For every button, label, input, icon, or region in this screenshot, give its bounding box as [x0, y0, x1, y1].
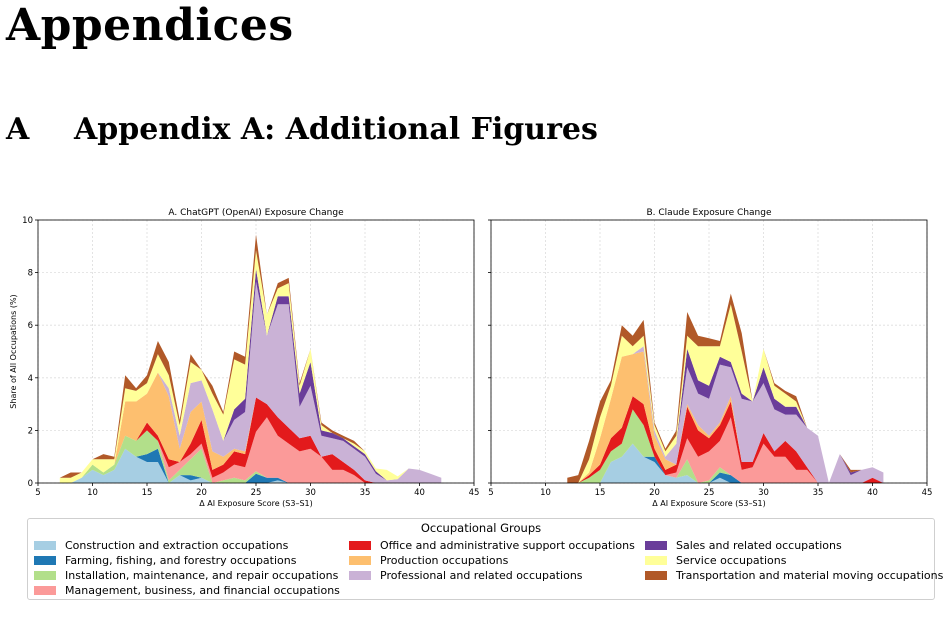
area-construction — [59, 448, 442, 483]
x-axis-label: Δ AI Exposure Score (S3–S1) — [199, 499, 313, 508]
x-tick-label: 20 — [649, 488, 660, 498]
area-installation — [59, 430, 442, 483]
y-tick-label: 10 — [22, 216, 33, 226]
legend-item-office: Office and administrative support occupa… — [349, 539, 635, 552]
area-production — [567, 351, 884, 483]
legend-swatch — [349, 556, 371, 565]
area-office — [59, 397, 442, 483]
section-heading: A Appendix A: Additional Figures — [6, 112, 598, 147]
x-tick-label: 15 — [595, 488, 606, 498]
y-tick-label: 6 — [28, 321, 33, 331]
legend-label: Office and administrative support occupa… — [380, 539, 635, 552]
legend-label: Professional and related occupations — [380, 569, 583, 582]
y-tick-label: 8 — [28, 269, 33, 279]
x-tick-label: 30 — [758, 488, 769, 498]
x-tick-label: 30 — [305, 488, 316, 498]
legend-swatch — [645, 571, 667, 580]
legend-label: Management, business, and financial occu… — [65, 584, 340, 597]
exposure-change-figure: 5 10 15 20 25 30 35 40 45 0 2 4 6 8 10 A. ChatGPT (Open… — [9, 208, 933, 508]
occupational-groups-legend: Occupational Groups Construction and ext… — [27, 518, 943, 600]
x-tick-label: 35 — [360, 488, 371, 498]
x-tick-label: 25 — [251, 488, 262, 498]
x-tick-label: 10 — [540, 488, 551, 498]
area-service — [567, 304, 884, 483]
y-axis-label: Share of All Occupations (%) — [9, 294, 18, 408]
x-tick-label: 5 — [488, 488, 493, 498]
legend-item-professional: Professional and related occupations — [349, 569, 583, 582]
x-tick-label: 45 — [469, 488, 480, 498]
area-management — [567, 409, 884, 483]
legend-label: Farming, fishing, and forestry occupatio… — [65, 554, 297, 567]
legend-label: Transportation and material moving occup… — [676, 569, 943, 582]
legend-swatch — [34, 541, 56, 550]
legend-swatch — [34, 571, 56, 580]
section-number: A — [6, 112, 30, 147]
legend-item-service: Service occupations — [645, 554, 786, 567]
area-farming — [59, 448, 442, 483]
area-installation — [567, 409, 884, 483]
legend-swatch — [34, 586, 56, 595]
legend-swatch — [645, 556, 667, 565]
legend-swatch — [349, 571, 371, 580]
area-service — [59, 250, 442, 483]
x-tick-label: 35 — [813, 488, 824, 498]
legend-item-installation: Installation, maintenance, and repair oc… — [34, 569, 338, 582]
legend-item-production: Production occupations — [349, 554, 508, 567]
legend-item-farming: Farming, fishing, and forestry occupatio… — [34, 554, 296, 567]
legend-swatch — [645, 541, 667, 550]
legend-label: Production occupations — [380, 554, 509, 567]
x-tick-label: 45 — [922, 488, 933, 498]
y-tick-label: 4 — [28, 374, 33, 384]
x-tick-label: 25 — [704, 488, 715, 498]
x-axis-label: Δ AI Exposure Score (S3–S1) — [652, 499, 766, 508]
x-tick-label: 20 — [196, 488, 207, 498]
x-tick-label: 40 — [867, 488, 878, 498]
chart-title: B. Claude Exposure Change — [647, 208, 772, 218]
area-office — [567, 396, 884, 483]
legend-title: Occupational Groups — [420, 521, 542, 535]
area-management — [59, 417, 442, 483]
legend-swatch — [349, 541, 371, 550]
area-professional — [59, 281, 442, 483]
x-tick-label: 10 — [87, 488, 98, 498]
x-tick-label: 40 — [414, 488, 425, 498]
chart-title: A. ChatGPT (OpenAI) Exposure Change — [168, 208, 344, 218]
area-production — [59, 372, 442, 483]
legend-swatch — [34, 556, 56, 565]
appendices-heading: Appendices — [6, 0, 294, 51]
area-professional — [567, 346, 884, 483]
area-construction — [567, 443, 884, 483]
legend-label: Sales and related occupations — [676, 539, 842, 552]
y-tick-label: 2 — [28, 426, 33, 436]
legend-label: Construction and extraction occupations — [65, 539, 289, 552]
area-farming — [567, 443, 884, 483]
legend-label: Installation, maintenance, and repair oc… — [65, 569, 339, 582]
legend-item-construction: Construction and extraction occupations — [34, 539, 288, 552]
section-title: Appendix A: Additional Figures — [74, 112, 598, 147]
x-tick-label: 5 — [35, 488, 40, 498]
y-tick-label: 0 — [28, 479, 33, 489]
legend-item-transportation: Transportation and material moving occup… — [645, 569, 943, 582]
legend-label: Service occupations — [676, 554, 787, 567]
legend-item-management: Management, business, and financial occu… — [34, 584, 340, 597]
x-tick-label: 15 — [142, 488, 153, 498]
legend-item-sales: Sales and related occupations — [645, 539, 842, 552]
